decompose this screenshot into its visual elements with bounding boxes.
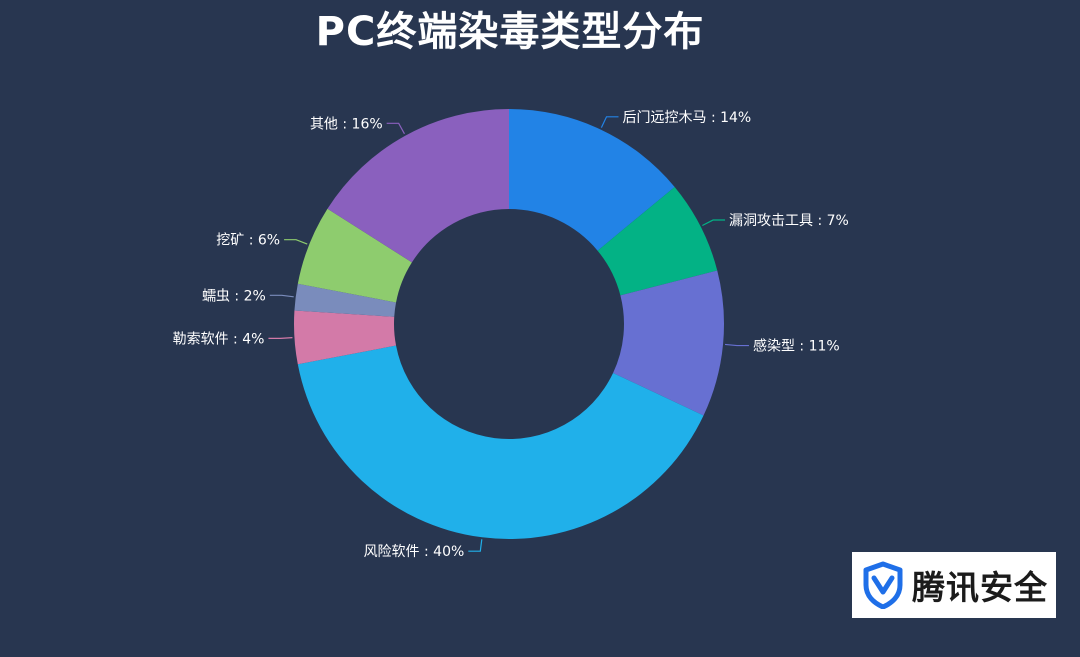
brand-name: 腾讯安全	[912, 568, 1048, 607]
slice-2	[613, 270, 724, 416]
slice-labels: 后门远控木马 : 14% 漏洞攻击工具 : 7% 感染型 : 11% 风险软件 : 4…	[173, 110, 849, 560]
leader-line-5	[269, 294, 294, 298]
slice-label-3: 风险软件 : 40%	[364, 544, 465, 560]
leader-line-4	[268, 337, 293, 339]
leader-line-1	[702, 219, 726, 227]
leader-line-7	[386, 122, 405, 135]
label-leader-lines	[268, 116, 749, 552]
shield-icon	[863, 561, 903, 609]
brand-logo: 腾讯安全	[852, 552, 1056, 618]
slice-0	[509, 109, 675, 251]
slice-label-6: 挖矿 : 6%	[216, 233, 280, 249]
slice-6	[297, 208, 412, 303]
slice-label-5: 蠕虫 : 2%	[202, 288, 266, 304]
chart-title: PC终端染毒类型分布	[315, 9, 705, 55]
slice-label-1: 漏洞攻击工具 : 7%	[729, 213, 849, 229]
slice-1	[597, 186, 718, 296]
slice-3	[297, 345, 704, 540]
slice-label-4: 勒索软件 : 4%	[173, 330, 265, 347]
donut-slices	[294, 109, 724, 540]
slice-5	[294, 283, 397, 317]
slice-4	[294, 310, 397, 365]
slice-7	[327, 109, 509, 263]
slice-label-2: 感染型 : 11%	[753, 338, 840, 355]
slice-label-0: 后门远控木马 : 14%	[623, 110, 752, 126]
slice-label-7: 其他 : 16%	[310, 116, 383, 132]
leader-line-2	[724, 343, 749, 347]
leader-line-3	[468, 539, 483, 552]
leader-line-0	[600, 116, 619, 128]
leader-line-6	[284, 239, 308, 245]
